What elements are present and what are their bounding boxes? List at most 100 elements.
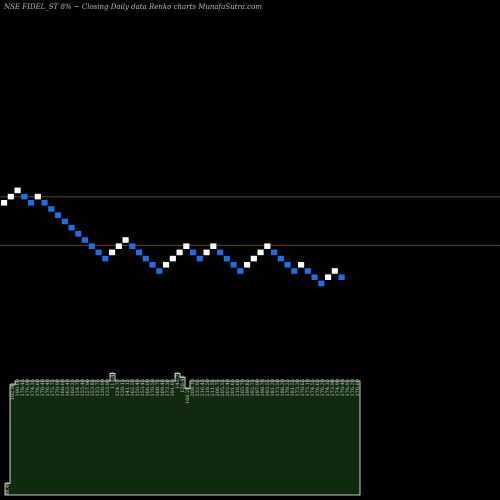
brick-down — [311, 274, 318, 280]
volume-label: 178.40 — [40, 379, 46, 397]
volume-label: 186.20 — [280, 379, 286, 397]
brick-up — [1, 200, 8, 206]
volume-label: 218.50 — [205, 379, 211, 397]
volume-label: 216.45 — [200, 379, 206, 397]
volume-label: 163.40 — [65, 379, 71, 397]
volume-label: 216.60 — [235, 379, 241, 397]
volume-label: 154.70 — [75, 379, 81, 397]
volume-label: 150.45 — [180, 375, 186, 393]
brick-down — [41, 200, 48, 206]
brick-down — [338, 274, 345, 280]
volume-label: 113.45 — [110, 371, 116, 389]
brick-down — [271, 249, 278, 256]
brick-up — [257, 249, 264, 256]
volume-label: 168.75 — [155, 379, 161, 397]
brick-down — [75, 231, 82, 237]
brick-down — [196, 255, 203, 262]
brick-down — [156, 268, 163, 274]
brick-down — [102, 255, 109, 262]
volume-label: 155.40 — [80, 379, 86, 397]
volume-label: 176.00 — [355, 379, 361, 397]
brick-up — [109, 249, 116, 256]
brick-down — [190, 249, 197, 256]
volume-label: 162.50 — [130, 379, 136, 397]
brick-down — [28, 200, 35, 206]
volume-label: 175.10 — [305, 379, 311, 397]
volume-label: 88.40 — [5, 482, 11, 496]
brick-up — [325, 274, 332, 280]
volume-label: 192.75 — [250, 379, 256, 397]
volume-label: 170.40 — [340, 379, 346, 397]
brick-up — [244, 262, 251, 268]
brick-up — [210, 243, 217, 249]
volume-label: 192.90 — [10, 383, 16, 401]
volume-label: 120.90 — [100, 379, 106, 397]
brick-down — [237, 268, 244, 274]
volume-label: 201.65 — [230, 379, 236, 397]
volume-label: 174.90 — [335, 379, 341, 397]
brick-down — [82, 237, 89, 243]
volume-panel — [4, 373, 361, 496]
volume-label: 176.00 — [25, 379, 31, 397]
volume-label: 191.60 — [170, 379, 176, 397]
volume-label: 166.00 — [145, 379, 151, 397]
volume-label: 173.30 — [165, 379, 171, 397]
brick-down — [217, 249, 224, 256]
volume-label: 153.45 — [140, 379, 146, 397]
brick-down — [318, 280, 325, 287]
volume-label: 190.60 — [15, 379, 21, 397]
brick-down — [136, 249, 143, 256]
brick-up — [250, 255, 257, 262]
volume-label: 157.90 — [85, 379, 91, 397]
brick-down — [142, 255, 149, 262]
brick-up — [176, 249, 183, 256]
volume-label: 143.75 — [175, 371, 181, 389]
volume-label: 176.40 — [45, 379, 51, 397]
brick-down — [129, 243, 136, 249]
brick-up — [169, 255, 176, 262]
volume-label: 150.40 — [135, 379, 141, 397]
volume-label: 176.60 — [35, 379, 41, 397]
brick-up — [331, 268, 338, 274]
brick-down — [21, 193, 28, 200]
volume-label: 123.90 — [105, 379, 111, 397]
brick-down — [230, 262, 237, 268]
volume-label: 178.45 — [20, 379, 26, 397]
volume-label: 141.15 — [125, 379, 131, 397]
volume-label: 198.70 — [260, 379, 266, 397]
volume-label: 178.25 — [285, 379, 291, 397]
volume-label: 173.90 — [330, 379, 336, 397]
brick-down — [88, 243, 95, 249]
brick-down — [61, 218, 68, 225]
volume-label: 205.55 — [220, 379, 226, 397]
volume-label: 176.95 — [345, 379, 351, 397]
volume-label: 211.55 — [210, 379, 216, 397]
volume-label: 174.55 — [310, 379, 316, 397]
volume-area — [4, 373, 361, 496]
volume-label: 206.75 — [215, 379, 221, 397]
brick-down — [304, 268, 311, 274]
brick-down — [55, 212, 62, 218]
brick-down — [68, 224, 75, 231]
brick-down — [277, 255, 284, 262]
volume-label: 170.50 — [150, 379, 156, 397]
brick-up — [203, 249, 210, 256]
renko-bricks — [1, 187, 345, 287]
volume-label: 124.75 — [115, 379, 121, 397]
brick-up — [163, 262, 170, 268]
brick-up — [14, 187, 21, 194]
brick-up — [122, 237, 129, 243]
volume-label: 197.90 — [255, 379, 261, 397]
brick-up — [264, 243, 271, 249]
volume-label: 181.55 — [290, 379, 296, 397]
brick-down — [149, 262, 156, 268]
volume-label: 205.70 — [240, 379, 246, 397]
volume-label: 176.20 — [320, 379, 326, 397]
volume-label: 160.35 — [70, 379, 76, 397]
volume-label: 153.85 — [90, 379, 96, 397]
brick-down — [223, 255, 230, 262]
volume-label: 181.20 — [270, 379, 276, 397]
volume-label: 172.75 — [50, 379, 56, 397]
brick-down — [284, 262, 291, 268]
